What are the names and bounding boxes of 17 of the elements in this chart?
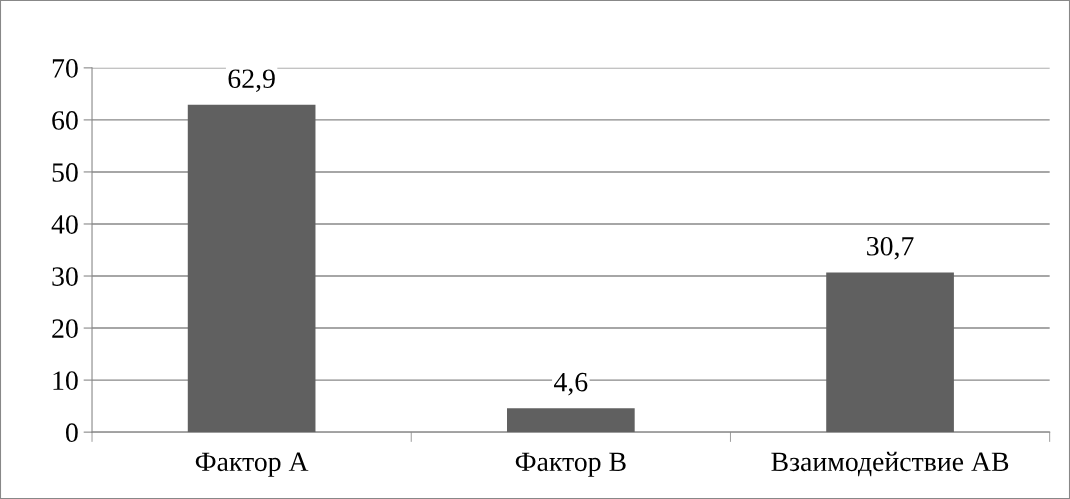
- y-tick-label: 20: [52, 319, 78, 338]
- x-tick-label: Фактор В: [515, 452, 626, 477]
- y-tick-label: 70: [52, 59, 78, 78]
- x-tick-label: Взаимодействие АВ: [771, 451, 1009, 477]
- y-tick-label: 0: [66, 423, 78, 443]
- y-tick-label: 40: [51, 215, 78, 234]
- data-label: 62,9: [228, 69, 275, 93]
- y-tick-label: 50: [52, 163, 78, 182]
- y-tick-label: 30: [52, 267, 78, 286]
- data-label: 30,7: [867, 236, 914, 260]
- data-label: 4,6: [554, 372, 588, 396]
- y-tick-label: 10: [53, 371, 78, 391]
- bar: [187, 104, 316, 433]
- bar: [507, 408, 635, 433]
- y-tick-label: 60: [52, 111, 78, 130]
- bar: [826, 272, 954, 433]
- x-tick-label: Фактор А: [195, 452, 309, 477]
